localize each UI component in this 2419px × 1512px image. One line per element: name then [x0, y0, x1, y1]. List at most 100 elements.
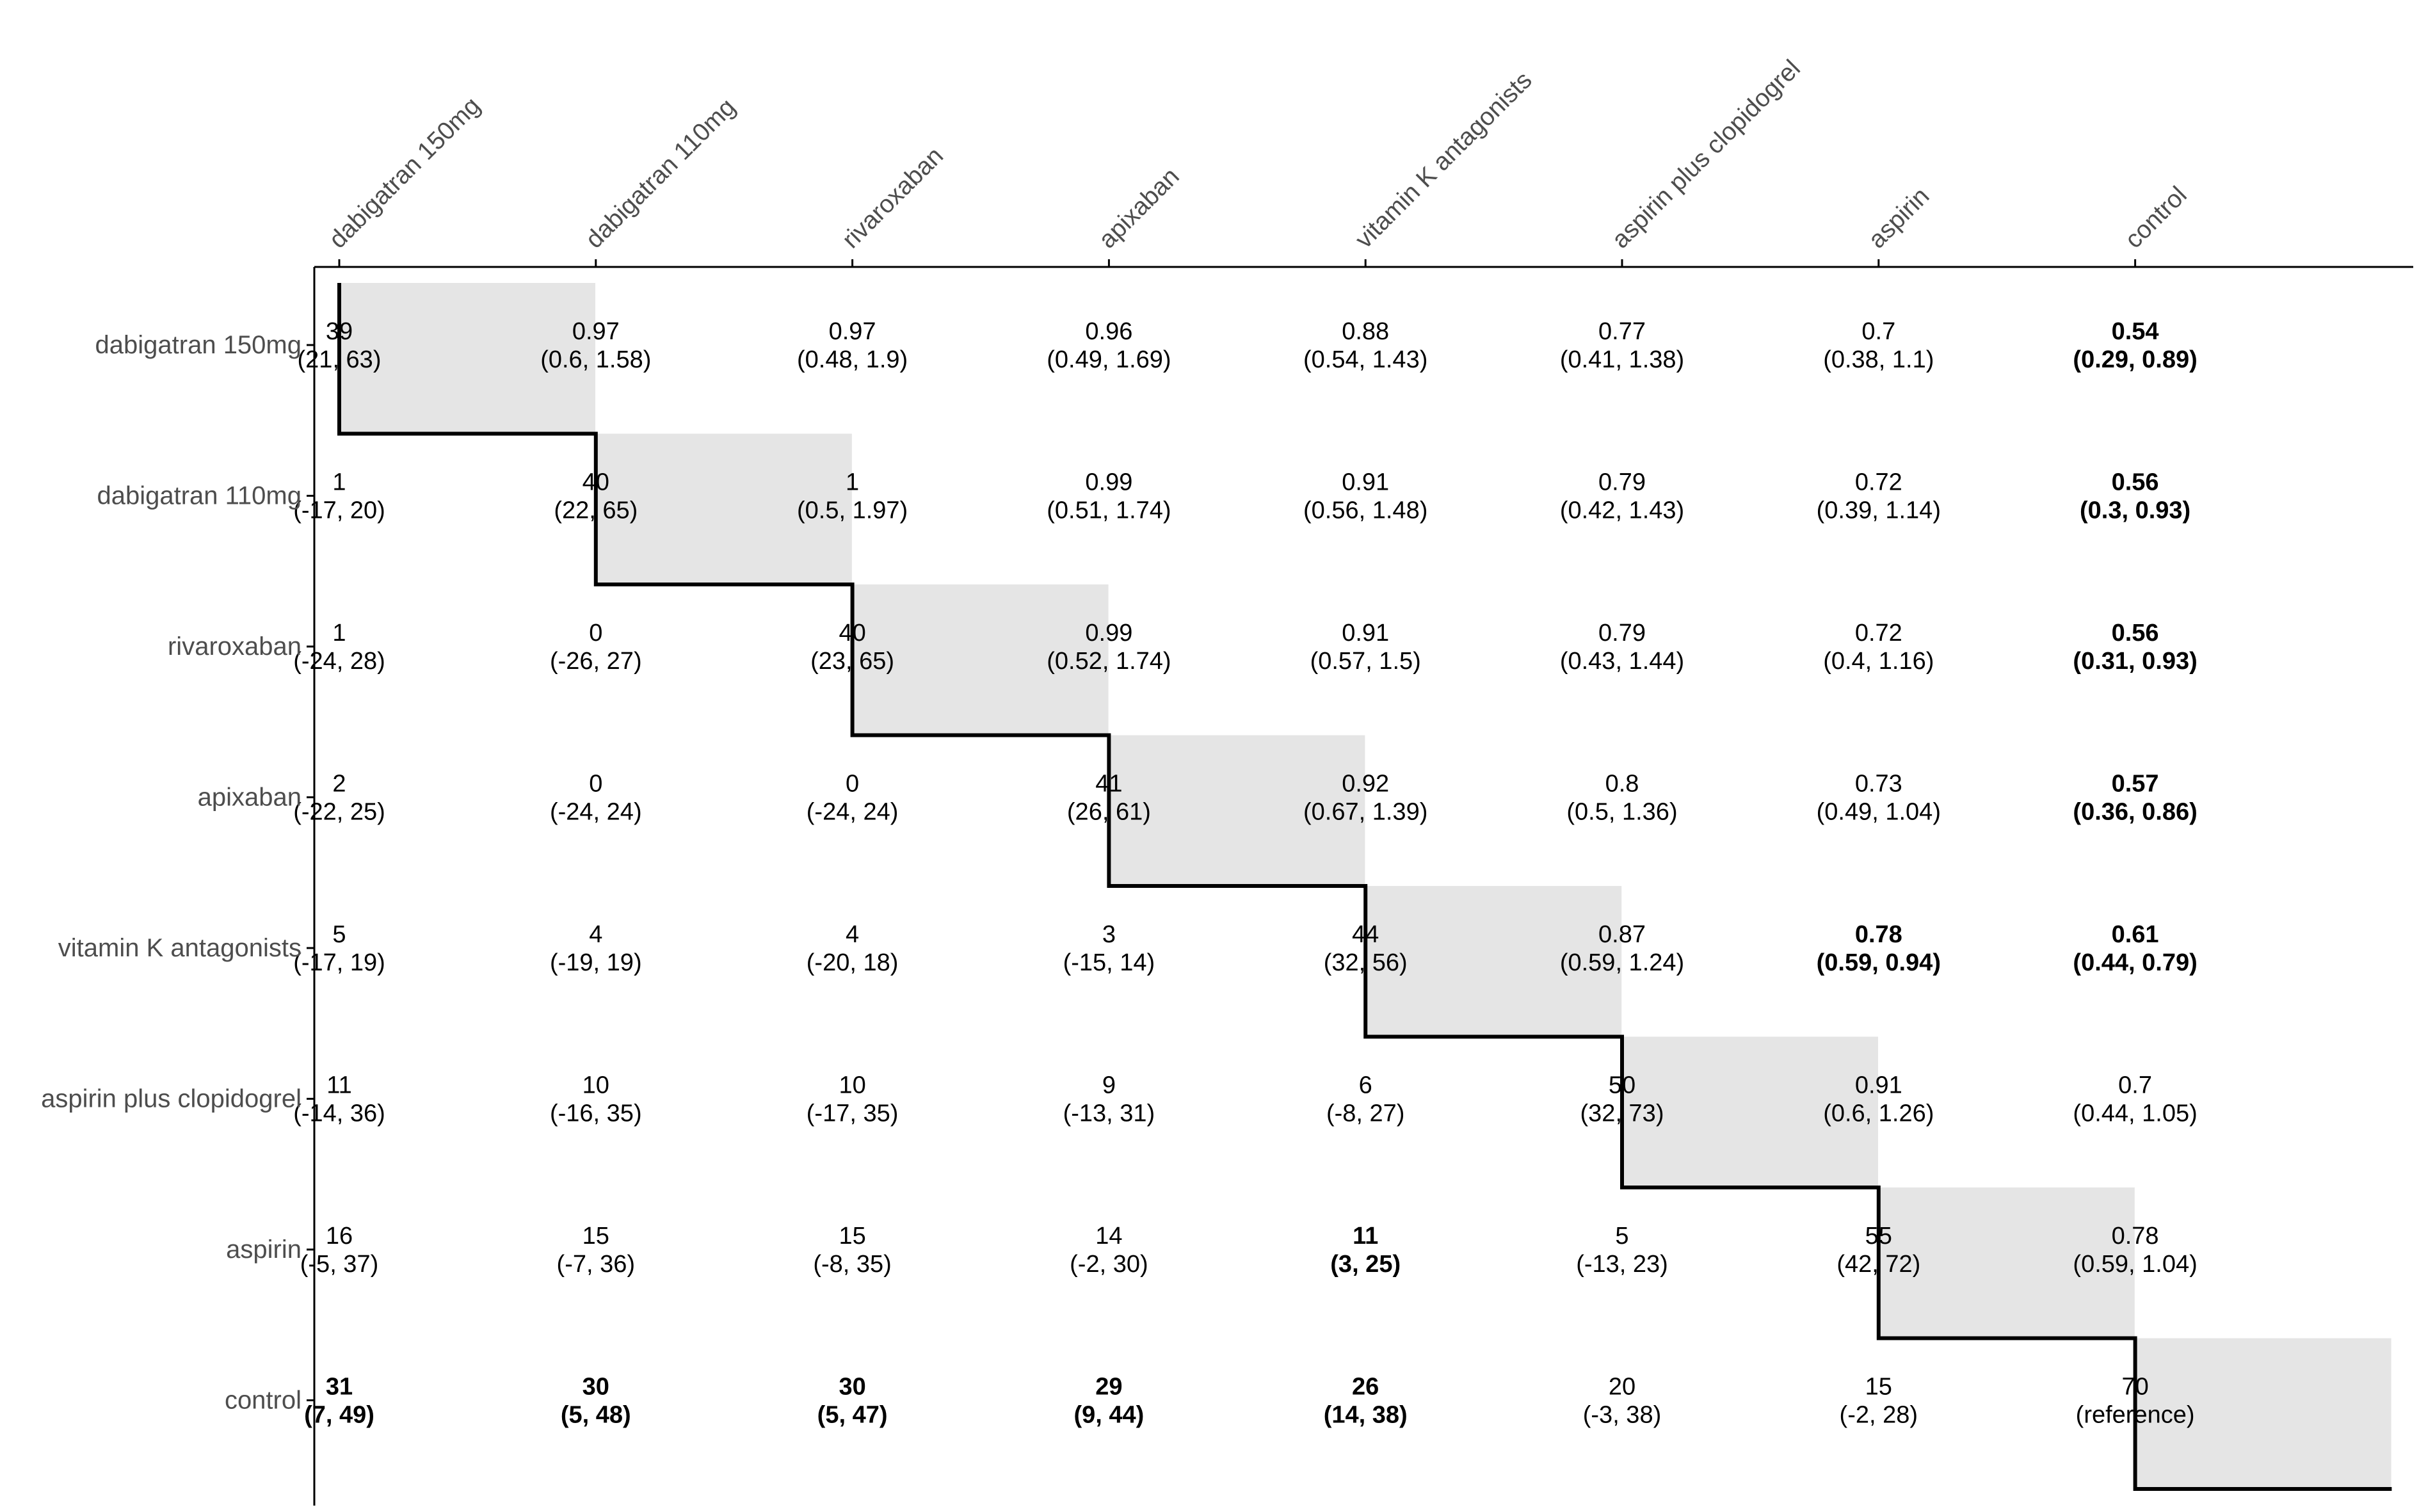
cell-estimate: 0.91 — [1855, 1072, 1902, 1099]
league-cell: 1(0.5, 1.97) — [797, 469, 908, 524]
cell-estimate: 0.72 — [1855, 620, 1902, 647]
row-label: apixaban — [198, 784, 301, 812]
league-cell: 0.97(0.48, 1.9) — [797, 318, 908, 373]
cell-interval: (reference) — [2076, 1402, 2195, 1429]
cell-interval: (0.6, 1.26) — [1823, 1100, 1934, 1127]
column-label: vitamin K antagonists — [1350, 67, 1538, 254]
league-cell: 0.97(0.6, 1.58) — [540, 318, 651, 373]
league-cell: 31(7, 49) — [304, 1374, 374, 1429]
cell-estimate: 31 — [326, 1374, 353, 1401]
diagonal-cell-bg — [595, 433, 852, 584]
cell-estimate: 0.91 — [1342, 469, 1389, 496]
league-cell: 4(-20, 18) — [807, 921, 899, 976]
league-cell: 16(-5, 37) — [300, 1223, 378, 1278]
league-cell: 0.79(0.42, 1.43) — [1560, 469, 1684, 524]
row-labels: dabigatran 150mg dabigatran 110mg rivaroxa… — [41, 331, 301, 1415]
cell-interval: (0.44, 0.79) — [2073, 949, 2197, 976]
league-cell: 0.96(0.49, 1.69) — [1047, 318, 1171, 373]
league-cell: 39(21, 63) — [298, 318, 382, 373]
cell-estimate: 1 — [846, 469, 859, 496]
league-cell: 20(-3, 38) — [1583, 1374, 1661, 1429]
league-cell: 44(32, 56) — [1324, 921, 1408, 976]
cell-interval: (-8, 35) — [813, 1251, 891, 1278]
league-cell: 0.91(0.56, 1.48) — [1303, 469, 1427, 524]
cell-estimate: 0.77 — [1598, 318, 1646, 345]
league-cell: 1(-17, 20) — [293, 469, 385, 524]
league-cell: 0.72(0.39, 1.14) — [1817, 469, 1941, 524]
cell-interval: (32, 73) — [1580, 1100, 1664, 1127]
cell-interval: (0.54, 1.43) — [1303, 346, 1427, 373]
league-cell: 0.79(0.43, 1.44) — [1560, 620, 1684, 675]
league-cell: 0.92(0.67, 1.39) — [1303, 771, 1427, 826]
cell-estimate: 15 — [839, 1223, 865, 1250]
cell-interval: (22, 65) — [554, 497, 638, 524]
cell-interval: (0.49, 1.04) — [1817, 799, 1941, 826]
cell-interval: (3, 25) — [1330, 1251, 1401, 1278]
cell-estimate: 0.61 — [2112, 921, 2159, 948]
cell-interval: (0.48, 1.9) — [797, 346, 908, 373]
cell-estimate: 39 — [326, 318, 353, 345]
column-label: rivaroxaban — [837, 142, 949, 254]
cell-estimate: 0.57 — [2112, 771, 2159, 798]
diagonal-cell-bg — [339, 283, 595, 434]
diagonal-cell-bg — [1622, 1036, 1878, 1187]
cell-interval: (0.49, 1.69) — [1047, 346, 1171, 373]
cell-interval: (0.59, 1.04) — [2073, 1251, 2197, 1278]
cell-estimate: 70 — [2121, 1374, 2148, 1401]
league-cell: 30(5, 47) — [817, 1374, 888, 1429]
cell-estimate: 0.54 — [2112, 318, 2159, 345]
cell-interval: (0.3, 0.93) — [2080, 497, 2190, 524]
cell-interval: (0.39, 1.14) — [1817, 497, 1941, 524]
staircase-line — [337, 283, 2392, 1491]
cell-interval: (0.4, 1.16) — [1823, 648, 1934, 675]
league-cell: 0.99(0.51, 1.74) — [1047, 469, 1171, 524]
cell-interval: (0.43, 1.44) — [1560, 648, 1684, 675]
league-cell: 0.78(0.59, 0.94) — [1817, 921, 1941, 976]
diagonal-cell-bg — [852, 584, 1109, 736]
league-cell: 10(-16, 35) — [550, 1072, 642, 1127]
cell-estimate: 0.56 — [2112, 469, 2159, 496]
column-labels: dabigatran 150mg dabigatran 110mg rivaroxa… — [324, 54, 2192, 253]
cell-interval: (-14, 36) — [293, 1100, 385, 1127]
cell-estimate: 0.7 — [1861, 318, 1895, 345]
cell-estimate: 0.56 — [2112, 620, 2159, 647]
cell-interval: (0.5, 1.97) — [797, 497, 908, 524]
row-label: aspirin — [226, 1235, 301, 1264]
cell-interval: (0.6, 1.58) — [540, 346, 651, 373]
column-label: dabigatran 150mg — [324, 92, 486, 254]
diagonal-cell-bg — [1109, 735, 1365, 886]
cell-estimate: 9 — [1102, 1072, 1116, 1099]
league-cell: 0.78(0.59, 1.04) — [2073, 1223, 2197, 1278]
cell-interval: (14, 38) — [1324, 1402, 1408, 1429]
cell-estimate: 20 — [1609, 1374, 1635, 1401]
cell-interval: (0.51, 1.74) — [1047, 497, 1171, 524]
league-cell: 0.87(0.59, 1.24) — [1560, 921, 1684, 976]
league-cell: 0.54(0.29, 0.89) — [2073, 318, 2197, 373]
cell-estimate: 50 — [1609, 1072, 1635, 1099]
cell-interval: (5, 47) — [817, 1402, 888, 1429]
cell-estimate: 0.92 — [1342, 771, 1389, 798]
cell-interval: (-19, 19) — [550, 949, 642, 976]
league-cell: 0(-26, 27) — [550, 620, 642, 675]
cell-estimate: 4 — [846, 921, 859, 948]
cell-interval: (0.42, 1.43) — [1560, 497, 1684, 524]
cell-estimate: 40 — [839, 620, 865, 647]
cell-estimate: 0.87 — [1598, 921, 1646, 948]
cell-estimate: 0 — [589, 620, 602, 647]
cell-estimate: 0.91 — [1342, 620, 1389, 647]
league-cell: 11(3, 25) — [1330, 1223, 1401, 1278]
cell-estimate: 0.7 — [2118, 1072, 2152, 1099]
league-cell: 0.72(0.4, 1.16) — [1823, 620, 1934, 675]
cell-estimate: 0.97 — [572, 318, 620, 345]
cell-interval: (32, 56) — [1324, 949, 1408, 976]
row-label: aspirin plus clopidogrel — [41, 1085, 301, 1113]
cell-estimate: 10 — [583, 1072, 609, 1099]
league-cell: 26(14, 38) — [1324, 1374, 1408, 1429]
cell-estimate: 0.79 — [1598, 620, 1646, 647]
league-cell: 50(32, 73) — [1580, 1072, 1664, 1127]
league-cell: 0.91(0.6, 1.26) — [1823, 1072, 1934, 1127]
cell-interval: (-24, 24) — [807, 799, 899, 826]
league-cell: 0(-24, 24) — [807, 771, 899, 826]
cell-interval: (-16, 35) — [550, 1100, 642, 1127]
column-label: aspirin — [1863, 182, 1935, 254]
